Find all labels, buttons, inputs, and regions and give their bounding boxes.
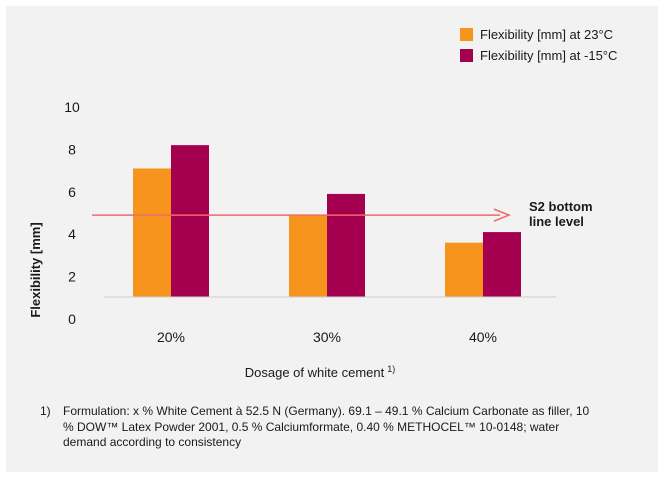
y-tick-label: 0 [68,311,76,327]
reference-arrow-head [493,208,512,222]
x-tick-label: 20% [157,329,185,345]
footnote-number: 1) [40,404,51,418]
bar-at-minus15c-40pct [483,232,521,297]
y-tick-label: 2 [68,269,76,285]
y-tick-label: 6 [68,184,76,200]
bar-at-minus15c-20pct [171,145,209,297]
footnote-text: Formulation: x % White Cement à 52.5 N (… [63,404,590,449]
bar-at-23c-40pct [445,242,483,297]
x-axis-label: Dosage of white cement 1) [245,364,395,380]
bar-at-minus15c-30pct [327,193,365,297]
x-tick-label: 40% [469,329,497,345]
legend-label: Flexibility [mm] at 23°C [480,27,613,42]
x-tick-label: 30% [313,329,341,345]
reference-line-label: line level [529,214,584,229]
legend-swatch [460,49,473,62]
bar-at-23c-20pct [133,168,171,297]
y-axis-label: Flexibility [mm] [28,222,43,317]
y-axis-ticks: 0 2 4 6 8 10 [64,99,80,327]
legend: Flexibility [mm] at 23°C Flexibility [mm]… [460,27,617,63]
x-axis-ticks: 20% 30% 40% [157,329,497,345]
legend-label: Flexibility [mm] at -15°C [480,48,617,63]
y-tick-label: 8 [68,141,76,157]
y-tick-label: 10 [64,99,80,115]
y-tick-label: 4 [68,226,76,242]
bars [133,145,521,297]
legend-swatch [460,28,473,41]
reference-line-label: S2 bottom [529,199,593,214]
bar-at-23c-30pct [289,215,327,297]
